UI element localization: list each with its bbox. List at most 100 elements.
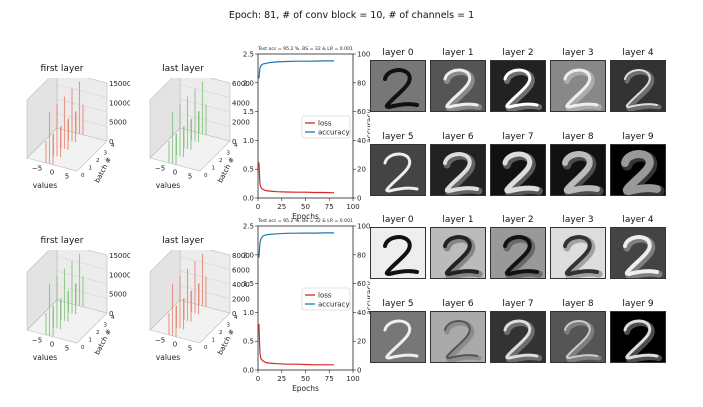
y-tick-label: 1.5 — [243, 108, 254, 116]
digit-blur — [444, 69, 482, 111]
z-tick-label: 2000 — [232, 119, 250, 127]
x-tick-label: 5 — [188, 172, 192, 180]
layer-label: layer 8 — [562, 299, 594, 309]
x-tick-label: −5 — [155, 337, 165, 345]
x-tick-label: 75 — [325, 203, 334, 211]
side-pane — [26, 250, 58, 331]
gridline — [56, 113, 108, 127]
x-tick-label: 0 — [173, 341, 177, 349]
digit-stroke — [383, 152, 419, 193]
digit-stroke — [623, 319, 659, 360]
series-line-accuracy — [258, 232, 334, 258]
y-tick-label: 0 — [81, 345, 85, 351]
z-tick-label: 8000 — [232, 252, 250, 260]
legend-label: accuracy — [318, 129, 350, 137]
y-right-tick-label: 60 — [357, 108, 366, 116]
legend-label: loss — [318, 292, 332, 300]
layer-label: layer 2 — [502, 215, 534, 225]
y-right-tick-label: 20 — [357, 166, 366, 174]
y-tick-label: 3 — [104, 323, 108, 329]
y-right-axis-label: accuracy — [365, 281, 370, 315]
digit-stroke — [383, 68, 419, 110]
y-tick-label: 1 — [212, 338, 216, 344]
y-tick-label: 2.5 — [243, 51, 254, 59]
hist-last-title: last layer — [162, 236, 204, 246]
digit-stroke — [443, 68, 479, 109]
y-tick-label: 1 — [89, 338, 93, 344]
y-right-tick-label: 0 — [357, 195, 361, 203]
z-tick-label: 15000 — [109, 252, 130, 260]
layer-label: layer 1 — [442, 215, 474, 225]
digit-stroke — [443, 152, 479, 194]
y-tick-label: 2.0 — [243, 251, 254, 259]
digit-stroke — [563, 235, 599, 277]
z-tick-label: 6000 — [232, 267, 250, 275]
feature-map-grid: layer 0 layer 1 layer 2 layer 3 layer 4 layer… — [368, 48, 668, 208]
y-tick-label: 3 — [104, 151, 108, 157]
side-pane — [149, 78, 181, 159]
digit-blur — [504, 320, 542, 362]
y-tick-label: 0.0 — [243, 195, 254, 203]
digit-stroke — [443, 235, 479, 277]
layer-label: layer 0 — [382, 215, 414, 225]
chart-title: Test acc = 95.2 %, BS = 32 & LR = 0.001 — [257, 218, 353, 224]
training-curve-chart: Test acc = 95.2 %, BS = 32 & LR = 0.001 0… — [243, 218, 370, 393]
layer-label: layer 7 — [502, 299, 534, 309]
feature-map-tile — [370, 144, 426, 196]
y-right-tick-label: 100 — [357, 223, 370, 231]
x-tick-label: 5 — [188, 344, 192, 352]
x-tick-label: 75 — [325, 375, 334, 383]
gridline — [56, 256, 108, 270]
y-tick-label: 3 — [227, 323, 231, 329]
gridline — [179, 84, 231, 98]
z-tick-label: 5000 — [109, 291, 127, 299]
gridline — [56, 285, 108, 299]
gridline — [179, 256, 231, 270]
y-right-tick-label: 100 — [357, 51, 370, 59]
digit-stroke — [623, 235, 659, 277]
digit-stroke — [383, 235, 419, 277]
layer-label: layer 2 — [502, 48, 534, 58]
feature-map-tile — [610, 227, 666, 279]
layer-label: layer 5 — [382, 299, 414, 309]
y-tick-label: 1.0 — [243, 309, 254, 317]
x-axis-label: values — [156, 181, 180, 190]
feature-map-tile — [550, 60, 606, 112]
x-tick-label: 0 — [256, 375, 260, 383]
feature-map-tile — [430, 227, 486, 279]
y-tick-label: 0.5 — [243, 338, 254, 346]
x-tick-label: −5 — [32, 165, 42, 173]
z-tick-label: 0 — [232, 138, 236, 146]
y-tick-label: 4 — [234, 143, 238, 149]
feature-map-tile — [370, 311, 426, 363]
layer-label: layer 4 — [622, 215, 654, 225]
layer-label: layer 6 — [442, 132, 474, 142]
z-tick-label: 10000 — [109, 271, 130, 279]
gridline — [179, 113, 231, 127]
feature-map-tile — [430, 60, 486, 112]
legend-label: accuracy — [318, 301, 350, 309]
y-tick-label: 1.0 — [243, 137, 254, 145]
digit-stroke — [383, 319, 419, 360]
digit-blur — [624, 69, 662, 111]
z-tick-label: 0 — [109, 310, 113, 318]
layer-label: layer 4 — [622, 48, 654, 58]
z-tick-label: 10000 — [109, 99, 130, 107]
y-tick-label: 2.0 — [243, 79, 254, 87]
digit-stroke — [503, 235, 539, 277]
digit-blur — [564, 69, 602, 111]
feature-map-tile — [550, 144, 606, 196]
y-tick-label: 2 — [219, 158, 223, 164]
y-right-tick-label: 0 — [357, 367, 361, 375]
digit-stroke — [444, 320, 478, 360]
x-tick-label: 50 — [301, 375, 310, 383]
digit-stroke — [503, 68, 539, 109]
feature-map-tile — [430, 144, 486, 196]
series-line-loss — [258, 323, 334, 366]
digit-stroke — [562, 151, 600, 195]
layer-label: layer 9 — [622, 299, 654, 309]
